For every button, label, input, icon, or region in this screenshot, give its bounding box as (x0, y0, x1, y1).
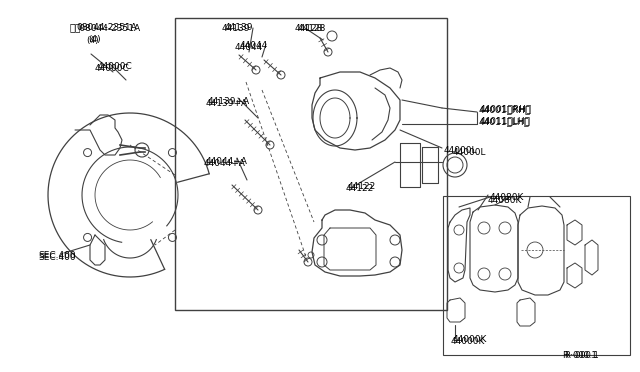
Text: 44044: 44044 (235, 42, 263, 51)
Text: 44122: 44122 (346, 183, 374, 192)
Text: 44044+A: 44044+A (204, 158, 246, 167)
Text: 44139: 44139 (222, 23, 250, 32)
Text: 44000L: 44000L (444, 145, 477, 154)
Text: 44128: 44128 (298, 23, 326, 32)
Text: 08044-2351A: 08044-2351A (76, 22, 137, 32)
Text: 44128: 44128 (295, 23, 323, 32)
Text: R··000.1: R··000.1 (562, 352, 596, 360)
Text: ⒱: ⒱ (70, 22, 76, 32)
Text: 44080K: 44080K (488, 196, 522, 205)
Text: 44000C: 44000C (95, 64, 130, 73)
Text: 44139+A: 44139+A (208, 96, 250, 106)
Bar (443, 196, 630, 355)
Text: 44122: 44122 (348, 182, 376, 190)
Text: 44000K: 44000K (451, 337, 485, 346)
Text: 44080K: 44080K (490, 192, 524, 202)
Text: (4): (4) (88, 35, 100, 44)
Bar (175, 18, 447, 310)
Text: ⒱08044-2351A: ⒱08044-2351A (74, 23, 140, 32)
Text: 44044: 44044 (240, 41, 268, 49)
Text: 44139: 44139 (225, 22, 253, 32)
Text: R··000.1: R··000.1 (564, 350, 599, 359)
Text: 44011〈LH〉: 44011〈LH〉 (480, 116, 531, 125)
Text: (4): (4) (86, 35, 99, 45)
Text: 44011〈LH〉: 44011〈LH〉 (479, 118, 530, 126)
Text: 44000K: 44000K (453, 336, 488, 344)
Text: SEC.400: SEC.400 (38, 253, 76, 263)
Text: 44000L: 44000L (453, 148, 486, 157)
Text: SEC.400: SEC.400 (38, 251, 76, 260)
Text: 44001〈RH〉: 44001〈RH〉 (479, 106, 531, 115)
Text: 44044+A: 44044+A (206, 157, 248, 166)
Text: 44000C: 44000C (98, 61, 132, 71)
Text: 44139+A: 44139+A (206, 99, 248, 108)
Text: 44001〈RH〉: 44001〈RH〉 (480, 105, 532, 113)
